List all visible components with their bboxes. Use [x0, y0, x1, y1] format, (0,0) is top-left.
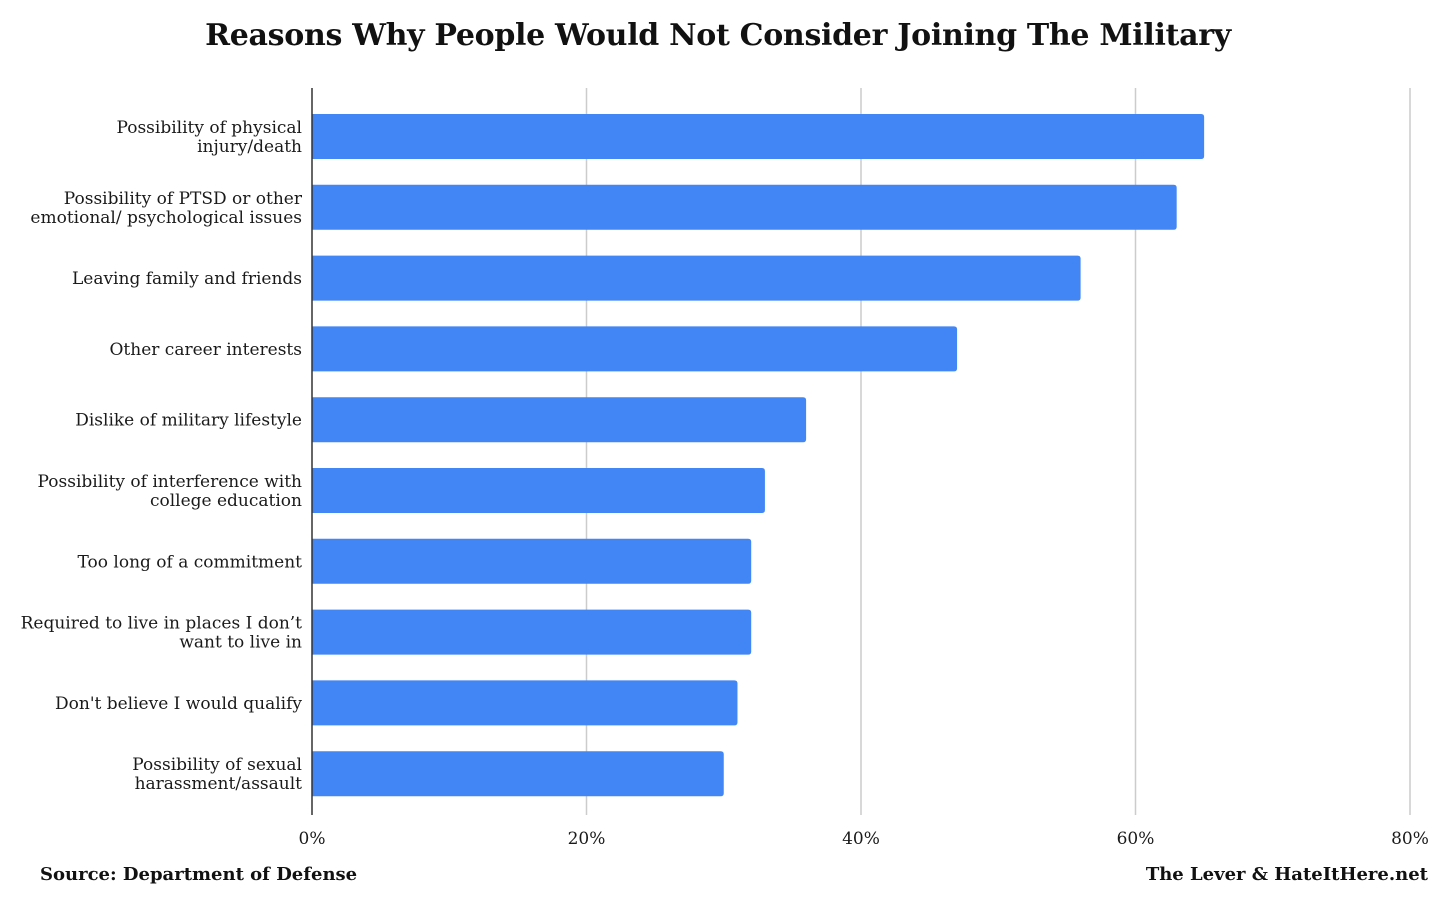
chart-title: Reasons Why People Would Not Consider Jo… — [205, 18, 1231, 53]
category-label: Possibility of interference with — [38, 472, 303, 492]
category-label: Possibility of PTSD or other — [64, 189, 303, 209]
category-label: college education — [150, 491, 302, 511]
bar — [312, 184, 1177, 230]
credit-note: The Lever & HateItHere.net — [1145, 864, 1428, 885]
bar — [312, 609, 752, 655]
x-tick-label: 20% — [568, 829, 606, 849]
category-label: harassment/assault — [135, 774, 303, 794]
bar — [312, 680, 738, 726]
x-tick-label: 40% — [842, 829, 880, 849]
x-tick-label: 0% — [299, 829, 326, 849]
x-tick-labels: 0% 20% 40% 60% 80% — [299, 829, 1429, 849]
x-tick-label: 80% — [1391, 829, 1429, 849]
bar — [312, 397, 807, 443]
category-label: Leaving family and friends — [72, 269, 302, 289]
category-label: Other career interests — [110, 340, 303, 360]
category-label: emotional/ psychological issues — [30, 208, 302, 228]
category-label: Possibility of sexual — [132, 755, 302, 775]
category-label: Too long of a commitment — [78, 552, 303, 572]
category-label: Required to live in places I don’t — [21, 614, 303, 634]
bar — [312, 751, 724, 797]
category-label: want to live in — [179, 633, 302, 653]
bar — [312, 326, 958, 372]
category-label: Dislike of military lifestyle — [75, 411, 302, 431]
category-label: injury/death — [197, 137, 302, 157]
category-label: Don't believe I would qualify — [55, 694, 302, 714]
bar — [312, 538, 752, 584]
bar — [312, 255, 1081, 301]
x-tick-label: 60% — [1117, 829, 1155, 849]
bars — [312, 114, 1205, 797]
bar — [312, 468, 765, 513]
source-note: Source: Department of Defense — [40, 864, 358, 885]
category-label: Possibility of physical — [116, 118, 302, 138]
bar — [312, 114, 1205, 159]
